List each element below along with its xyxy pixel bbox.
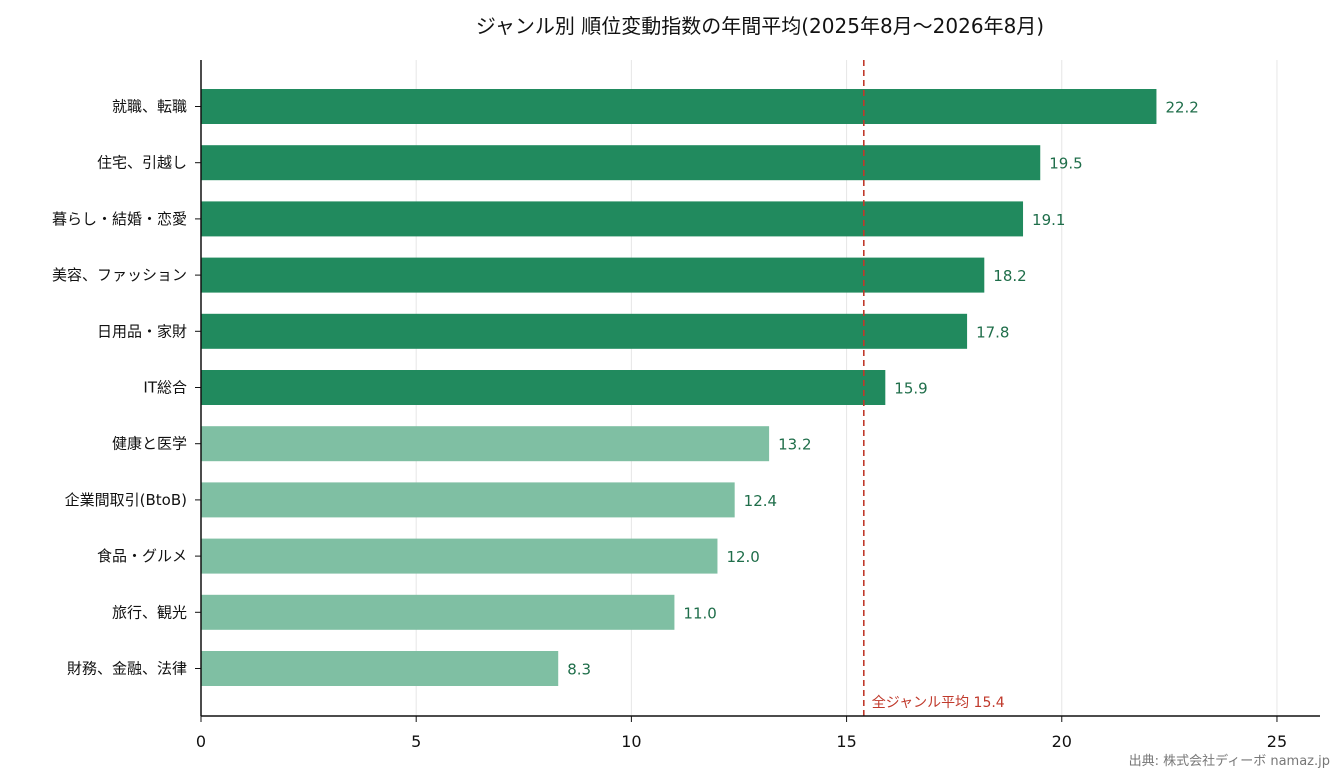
- category-label: 食品・グルメ: [97, 547, 187, 565]
- bar: [201, 651, 559, 686]
- bar: [201, 89, 1157, 124]
- source-note: 出典: 株式会社ディーボ namaz.jp: [1129, 753, 1330, 769]
- x-tick-label: 10: [621, 732, 641, 751]
- value-label: 8.3: [567, 661, 591, 679]
- category-label: 住宅、引越し: [97, 154, 187, 172]
- bar: [201, 482, 735, 518]
- bar: [201, 594, 675, 630]
- value-labels: 22.2 19.5 19.1 18.2 17.8 15.9 13.2 12.4 12.0 11.0…: [567, 99, 1199, 679]
- category-label: 財務、金融、法律: [67, 660, 187, 678]
- value-label: 12.4: [744, 492, 777, 510]
- chart-title: ジャンル別 順位変動指数の年間平均(2025年8月〜2026年8月): [476, 14, 1044, 38]
- category-label: 美容、ファッション: [52, 266, 187, 284]
- category-label: IT総合: [143, 379, 187, 397]
- bar: [201, 145, 1041, 181]
- x-tick-label: 20: [1052, 732, 1072, 751]
- bar: [201, 426, 770, 462]
- category-label: 就職、転職: [112, 98, 187, 116]
- x-tick-label: 5: [411, 732, 421, 751]
- value-label: 17.8: [976, 323, 1009, 341]
- x-tick-label: 15: [836, 732, 856, 751]
- category-label: 暮らし・結婚・恋愛: [52, 210, 187, 228]
- bar: [201, 201, 1024, 237]
- bars: [201, 89, 1157, 686]
- bar: [201, 370, 886, 405]
- axes: [200, 60, 1320, 717]
- bar: [201, 313, 968, 349]
- category-label: 企業間取引(BtoB): [65, 491, 187, 509]
- category-label: 健康と医学: [112, 435, 187, 453]
- bar: [201, 538, 718, 574]
- x-tick-label: 0: [196, 732, 206, 751]
- average-line: 全ジャンル平均 15.4: [862, 60, 1005, 716]
- bar: [201, 257, 985, 293]
- category-label: 旅行、観光: [112, 603, 187, 621]
- value-label: 18.2: [993, 267, 1026, 285]
- category-label: 日用品・家財: [97, 322, 187, 340]
- x-ticks: 0 5 10 15 20 25: [196, 716, 1287, 751]
- value-label: 22.2: [1165, 99, 1198, 117]
- value-label: 12.0: [726, 548, 759, 566]
- x-tick-label: 25: [1267, 732, 1287, 751]
- value-label: 19.1: [1032, 211, 1065, 229]
- value-label: 13.2: [778, 436, 811, 454]
- value-label: 15.9: [894, 380, 927, 398]
- value-label: 19.5: [1049, 155, 1082, 173]
- average-label: 全ジャンル平均 15.4: [872, 694, 1005, 711]
- value-label: 11.0: [683, 604, 716, 622]
